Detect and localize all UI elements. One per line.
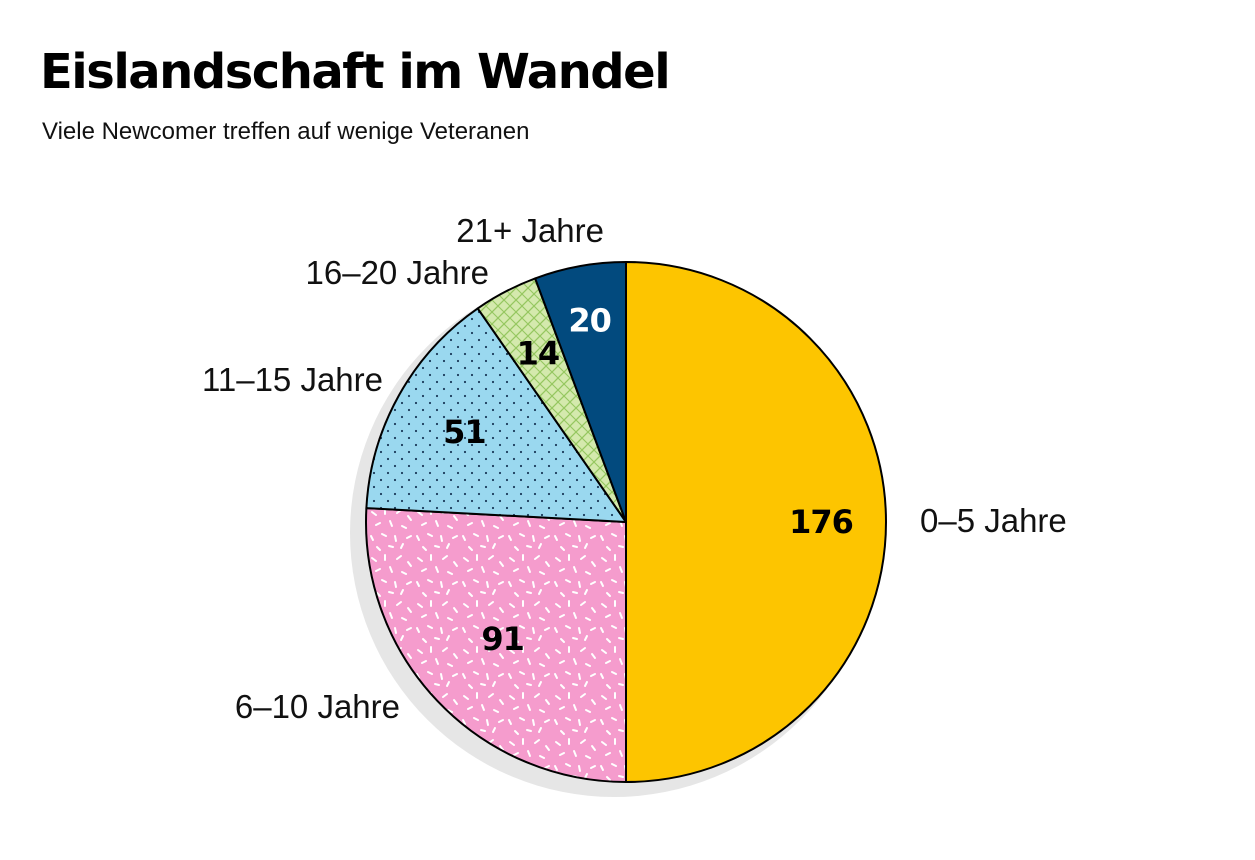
value-label-6-10-jahre: 91 [481,620,524,658]
pie-slice-21-jahre [534,261,627,523]
pie-slice-0-5-jahre [625,261,887,783]
category-label-16-20-jahre: 16–20 Jahre [306,254,489,291]
value-label-11-15-jahre: 51 [443,413,486,451]
chart-title: Eislandschaft im Wandel [40,44,671,100]
category-label-21-jahre: 21+ Jahre [456,212,604,249]
chart-subtitle: Viele Newcomer treffen auf wenige Vetera… [42,118,530,145]
value-label-16-20-jahre: 14 [517,335,560,373]
category-label-11-15-jahre: 11–15 Jahre [202,361,383,398]
category-label-6-10-jahre: 6–10 Jahre [235,688,400,725]
pie-slice-11-15-jahre [365,307,627,523]
value-label-0-5-jahre: 176 [789,503,853,541]
pie-slice-6-10-jahre [365,507,627,783]
value-label-21-jahre: 20 [568,301,611,339]
category-label-0-5-jahre: 0–5 Jahre [920,502,1067,539]
